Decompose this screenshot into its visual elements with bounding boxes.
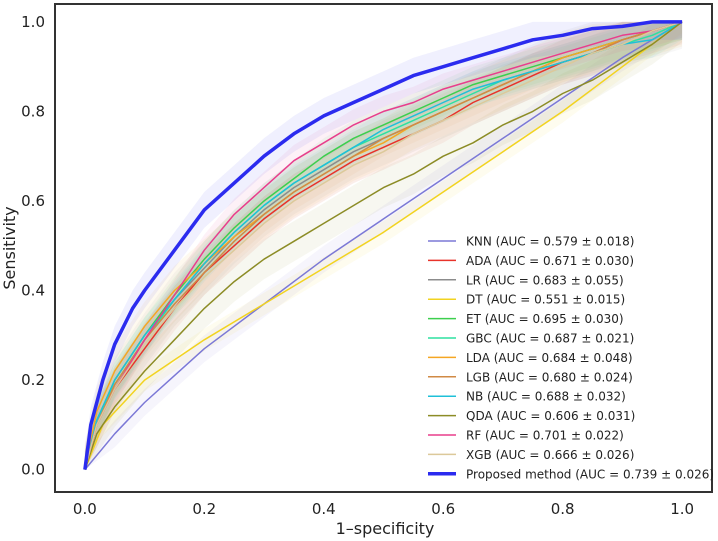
x-axis-label: 1–specificity: [336, 519, 435, 538]
series-line-qda: [84, 21, 683, 470]
legend-entry: KNN (AUC = 0.579 ± 0.018): [428, 235, 634, 249]
y-tick-label: 0.2: [21, 371, 45, 389]
legend-entry: LDA (AUC = 0.684 ± 0.048): [428, 351, 633, 365]
legend-label: NB (AUC = 0.688 ± 0.032): [466, 390, 626, 404]
legend-entry: RF (AUC = 0.701 ± 0.022): [428, 429, 624, 443]
legend-entry: LGB (AUC = 0.680 ± 0.024): [428, 370, 633, 384]
legend-label: GBC (AUC = 0.687 ± 0.021): [466, 332, 634, 346]
legend-label: LR (AUC = 0.683 ± 0.055): [466, 273, 624, 287]
series-line-dt: [84, 21, 683, 470]
x-tick-label: 1.0: [670, 500, 694, 518]
series-line-knn: [84, 21, 683, 471]
legend-label: XGB (AUC = 0.666 ± 0.026): [466, 448, 634, 462]
legend-label: ET (AUC = 0.695 ± 0.030): [466, 312, 624, 326]
y-tick-label: 0.0: [21, 461, 45, 479]
x-tick-label: 0.6: [431, 500, 455, 518]
legend-entry: Proposed method (AUC = 0.739 ± 0.026): [428, 467, 714, 481]
band-dt: [84, 21, 683, 470]
series-line-proposed-method: [83, 20, 683, 470]
legend-entry: ET (AUC = 0.695 ± 0.030): [428, 312, 624, 326]
legend-label: DT (AUC = 0.551 ± 0.015): [466, 293, 625, 307]
y-tick-label: 1.0: [21, 13, 45, 31]
x-tick-label: 0.2: [192, 500, 216, 518]
series-line-xgb: [84, 21, 683, 470]
legend-entry: DT (AUC = 0.551 ± 0.015): [428, 293, 625, 307]
legend-label: LDA (AUC = 0.684 ± 0.048): [466, 351, 633, 365]
y-tick-label: 0.8: [21, 102, 45, 120]
y-tick-label: 0.6: [21, 192, 45, 210]
plot-area: [54, 3, 713, 493]
legend-entry: XGB (AUC = 0.666 ± 0.026): [428, 448, 634, 462]
legend-label: ADA (AUC = 0.671 ± 0.030): [466, 254, 634, 268]
legend-entry: LR (AUC = 0.683 ± 0.055): [428, 273, 624, 287]
legend-entry: QDA (AUC = 0.606 ± 0.031): [428, 409, 635, 423]
legend-entry: ADA (AUC = 0.671 ± 0.030): [428, 254, 634, 268]
x-ticks: 0.0 0.2 0.4 0.6 0.8 1.0: [73, 500, 694, 518]
y-tick-label: 0.4: [21, 282, 45, 300]
legend-entry: GBC (AUC = 0.687 ± 0.021): [428, 332, 634, 346]
band-lda: [84, 21, 683, 470]
series-line-rf: [84, 21, 683, 470]
x-tick-label: 0.4: [312, 500, 336, 518]
x-tick-label: 0.0: [73, 500, 97, 518]
y-ticks: 0.0 0.2 0.4 0.6 0.8 1.0: [21, 13, 45, 479]
legend-label: LGB (AUC = 0.680 ± 0.024): [466, 370, 633, 384]
x-tick-label: 0.8: [551, 500, 575, 518]
legend: KNN (AUC = 0.579 ± 0.018) ADA (AUC = 0.67…: [428, 235, 714, 481]
series-line-lda: [84, 21, 683, 470]
legend-label: RF (AUC = 0.701 ± 0.022): [466, 429, 624, 443]
y-axis-label: Sensitivity: [0, 206, 19, 289]
legend-label: Proposed method (AUC = 0.739 ± 0.026): [466, 467, 714, 481]
legend-label: QDA (AUC = 0.606 ± 0.031): [466, 409, 635, 423]
legend-label: KNN (AUC = 0.579 ± 0.018): [466, 235, 634, 249]
legend-entry: NB (AUC = 0.688 ± 0.032): [428, 390, 626, 404]
roc-lines: [83, 20, 683, 471]
